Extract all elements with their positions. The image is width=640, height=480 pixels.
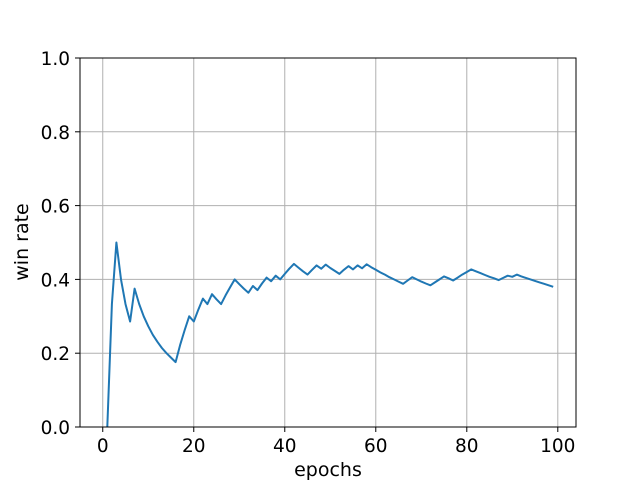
series-line [106,241,554,428]
x-tick-label: 40 [273,436,297,457]
y-tick-label: 0.0 [41,418,70,439]
x-tick-label: 0 [97,436,109,457]
x-tick-label: 100 [540,436,575,457]
y-tick-label: 0.2 [41,344,70,365]
x-tick-label: 80 [455,436,479,457]
y-tick-label: 0.8 [41,123,70,144]
series-group [106,241,554,428]
x-axis-ticks: 0 20 40 60 80 100 [97,427,575,457]
x-axis-label: epochs [294,459,362,480]
y-tick-label: 0.4 [41,270,70,291]
y-tick-label: 1.0 [41,49,70,70]
x-tick-label: 60 [364,436,388,457]
y-tick-label: 0.6 [41,197,70,218]
y-axis-label: win rate [11,203,33,281]
grid-lines [80,57,576,428]
plot-frame [79,57,577,428]
plot-area-background [80,58,576,427]
y-axis-ticks: 0.0 0.2 0.4 0.6 0.8 1.0 [41,49,80,439]
x-tick-label: 20 [182,436,206,457]
